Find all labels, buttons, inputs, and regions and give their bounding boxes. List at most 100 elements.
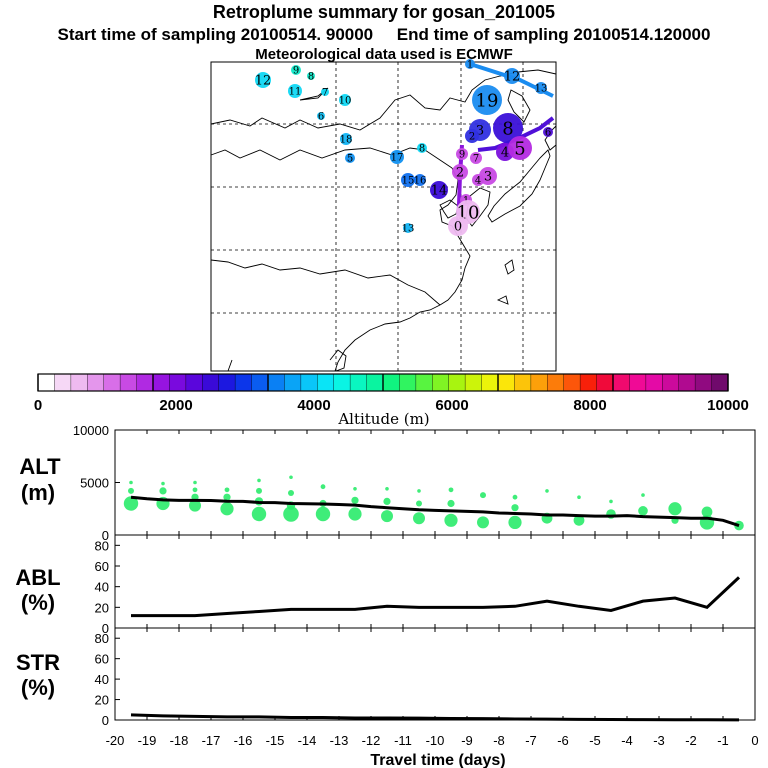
alt-ytick-label: 5000 bbox=[80, 476, 109, 491]
plume-cluster-marker bbox=[456, 148, 468, 160]
plume-cluster-marker bbox=[493, 113, 523, 143]
plume-cluster-marker bbox=[307, 72, 315, 80]
plume-cluster-marker bbox=[535, 82, 547, 94]
colorbar-segment bbox=[300, 374, 318, 391]
x-tick-label: -14 bbox=[298, 733, 317, 748]
alt-cluster-point bbox=[129, 480, 133, 485]
alt-cluster-point bbox=[417, 489, 421, 493]
x-tick-label: -7 bbox=[525, 733, 537, 748]
alt-cluster-point bbox=[444, 513, 458, 527]
colorbar-segment bbox=[366, 374, 384, 391]
plume-cluster-label: 8 bbox=[308, 72, 314, 83]
str-ytick-label: 20 bbox=[95, 693, 109, 708]
sampling-times: Start time of sampling 20100514. 90000 E… bbox=[57, 25, 711, 44]
alt-cluster-point bbox=[480, 492, 486, 499]
alt-cluster-point bbox=[668, 502, 682, 516]
colorbar-segment bbox=[202, 374, 220, 391]
colorbar-segment bbox=[87, 374, 105, 391]
colorbar-segment bbox=[415, 374, 433, 391]
colorbar-segment bbox=[103, 374, 121, 391]
alt-cluster-point bbox=[416, 500, 422, 507]
x-tick-label: -4 bbox=[621, 733, 633, 748]
colorbar-segment bbox=[333, 374, 351, 391]
alt-cluster-point bbox=[381, 510, 393, 523]
alt-cluster-point bbox=[512, 494, 518, 500]
colorbar-segment bbox=[448, 374, 466, 391]
alt-panel-frame bbox=[114, 429, 756, 536]
plume-cluster-label: 1 bbox=[467, 60, 473, 71]
colorbar-segment bbox=[235, 374, 252, 391]
str-ytick-label: 60 bbox=[95, 652, 109, 667]
colorbar-label: Altitude (m) bbox=[337, 410, 429, 428]
abl-ytick-label: 0 bbox=[102, 621, 109, 636]
alt-cluster-point bbox=[701, 506, 713, 518]
colorbar-segment bbox=[185, 374, 203, 391]
x-tick-label: -11 bbox=[394, 733, 412, 748]
alt-cluster-point bbox=[641, 493, 645, 497]
plume-cluster-label: 6 bbox=[545, 128, 551, 139]
colorbar-segment bbox=[399, 374, 417, 391]
plume-cluster-marker bbox=[255, 72, 271, 88]
plume-cluster-label: 16 bbox=[414, 176, 427, 187]
plume-cluster-label: 2 bbox=[456, 166, 464, 181]
alt-cluster-point bbox=[159, 487, 167, 495]
plume-cluster-marker bbox=[417, 143, 427, 153]
alt-cluster-point bbox=[351, 496, 359, 504]
colorbar-segment bbox=[711, 374, 729, 391]
colorbar-segment bbox=[695, 374, 712, 391]
alt-cluster-point bbox=[224, 487, 230, 493]
alt-cluster-point bbox=[189, 499, 201, 512]
alt-cluster-point bbox=[511, 504, 519, 512]
plume-cluster-label: 3 bbox=[476, 124, 484, 139]
alt-cluster-point bbox=[223, 493, 231, 501]
abl-ytick-label: 80 bbox=[95, 538, 109, 553]
alt-ytick-label: 0 bbox=[102, 528, 109, 543]
abl-ytick-label: 40 bbox=[95, 580, 109, 595]
abl-panel-label: ABL bbox=[15, 565, 60, 590]
plume-cluster-marker bbox=[291, 65, 301, 75]
alt-cluster-point bbox=[289, 475, 293, 480]
alt-cluster-point bbox=[220, 502, 234, 516]
plume-cluster-marker bbox=[321, 88, 329, 96]
alt-cluster-point bbox=[545, 489, 549, 493]
abl-ytick-label: 20 bbox=[95, 600, 109, 615]
x-axis-label: Travel time (days) bbox=[370, 752, 505, 768]
plume-cluster-label: 14 bbox=[431, 184, 448, 199]
colorbar-tick-labels: 0 2000 4000 6000 8000 10000 bbox=[34, 397, 749, 414]
plume-cluster-label: 7 bbox=[322, 88, 328, 99]
alt-cluster-point bbox=[251, 506, 267, 522]
plume-cluster-marker bbox=[470, 152, 482, 164]
plume-cluster-label: 3 bbox=[484, 170, 492, 185]
colorbar-segment bbox=[383, 374, 400, 391]
plume-cluster-label: 5 bbox=[514, 138, 525, 159]
plume-cluster-marker bbox=[401, 173, 415, 187]
x-tick-label: -18 bbox=[170, 733, 189, 748]
colorbar-segment bbox=[38, 374, 55, 391]
x-tick-label: 0 bbox=[751, 733, 758, 748]
alt-cluster-point bbox=[573, 514, 585, 526]
colorbar-tick: 0 bbox=[34, 397, 42, 414]
colorbar-tick: 4000 bbox=[297, 397, 330, 414]
alt-cluster-point bbox=[448, 487, 454, 493]
plume-cluster-label: 15 bbox=[402, 176, 415, 187]
plume-cluster-label: 8 bbox=[419, 144, 425, 155]
plume-cluster-label: 6 bbox=[318, 112, 324, 123]
x-tick-label: -6 bbox=[557, 733, 569, 748]
plume-cluster-label: 19 bbox=[476, 90, 499, 111]
colorbar-segment bbox=[54, 374, 72, 391]
colorbar-segment bbox=[596, 374, 614, 391]
colorbar-segment bbox=[547, 374, 565, 391]
str-ytick-label: 80 bbox=[95, 631, 109, 646]
x-tick-label: -19 bbox=[138, 733, 157, 748]
alt-panel-label: ALT bbox=[19, 454, 61, 479]
x-tick-label: -5 bbox=[589, 733, 601, 748]
alt-cluster-point bbox=[192, 487, 198, 493]
plume-cluster-marker bbox=[465, 129, 479, 143]
alt-cluster-point bbox=[577, 495, 581, 500]
plume-cluster-marker bbox=[339, 94, 351, 106]
alt-cluster-point bbox=[288, 490, 294, 496]
colorbar-segment bbox=[284, 374, 302, 391]
